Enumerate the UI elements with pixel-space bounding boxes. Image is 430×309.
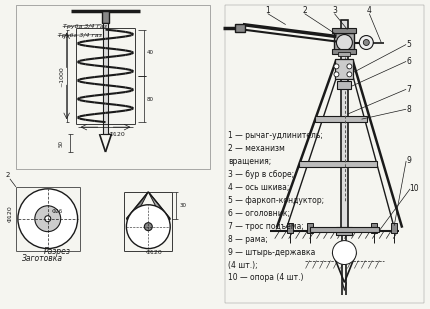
Circle shape: [334, 72, 339, 77]
Circle shape: [35, 206, 61, 232]
Circle shape: [332, 241, 356, 265]
Text: 30: 30: [179, 203, 186, 208]
Text: (4 шт.);: (4 шт.);: [228, 260, 258, 269]
Circle shape: [45, 216, 51, 222]
Circle shape: [334, 64, 339, 69]
Text: 1: 1: [265, 6, 270, 15]
Bar: [338, 61, 350, 64]
Text: 40: 40: [146, 50, 154, 55]
Text: 10: 10: [409, 184, 419, 193]
Bar: [371, 223, 377, 233]
Text: 9 — штырь-державка: 9 — штырь-державка: [228, 248, 315, 256]
Bar: [102, 23, 108, 134]
Text: 6: 6: [407, 57, 412, 66]
Text: 2: 2: [6, 172, 10, 178]
Bar: [332, 28, 356, 32]
Bar: [338, 53, 350, 57]
Bar: [16, 5, 210, 169]
Circle shape: [126, 205, 170, 248]
Text: 9: 9: [407, 156, 412, 166]
Text: 2: 2: [302, 6, 307, 15]
Text: 7: 7: [407, 85, 412, 94]
Text: Φ120: Φ120: [145, 250, 162, 255]
Text: 8 — рама;: 8 — рама;: [228, 235, 268, 243]
Text: 3: 3: [332, 6, 337, 15]
Text: 4 — ось шкива;: 4 — ось шкива;: [228, 183, 289, 192]
Bar: [335, 32, 354, 53]
Bar: [332, 49, 356, 54]
Polygon shape: [126, 192, 148, 223]
Bar: [101, 11, 110, 23]
Bar: [310, 227, 379, 232]
Text: Разрез: Разрез: [44, 247, 71, 256]
Circle shape: [359, 36, 373, 49]
Text: 2 — механизм: 2 — механизм: [228, 144, 285, 153]
Text: Труба 3/4 газ: Труба 3/4 газ: [63, 24, 107, 29]
Text: 5 — фаркоп-кондуктор;: 5 — фаркоп-кондуктор;: [228, 196, 324, 205]
Bar: [299, 161, 377, 167]
Bar: [307, 223, 313, 233]
Bar: [225, 5, 424, 303]
Circle shape: [347, 64, 352, 69]
Bar: [341, 19, 348, 231]
Bar: [335, 59, 353, 79]
Text: Φ120: Φ120: [108, 132, 125, 137]
Text: 4: 4: [367, 6, 372, 15]
Bar: [338, 70, 350, 74]
Text: 8: 8: [407, 105, 412, 114]
Text: 7 — трос подъема;: 7 — трос подъема;: [228, 222, 304, 231]
Text: Φ120: Φ120: [8, 205, 13, 222]
Text: 3 — бур в сборе;: 3 — бур в сборе;: [228, 170, 294, 179]
Text: ~1000: ~1000: [60, 66, 64, 87]
Text: Труба 3/4 газ: Труба 3/4 газ: [58, 33, 102, 38]
Text: 10 — опора (4 шт.): 10 — опора (4 шт.): [228, 273, 304, 282]
Polygon shape: [148, 192, 170, 223]
Text: вращения;: вращения;: [228, 157, 271, 166]
Text: Φ26: Φ26: [52, 209, 63, 214]
Bar: [235, 23, 245, 32]
Bar: [391, 223, 397, 233]
Text: 80: 80: [146, 96, 154, 101]
Bar: [287, 223, 293, 233]
Text: 50: 50: [58, 140, 64, 146]
Text: 5: 5: [407, 40, 412, 49]
Circle shape: [347, 72, 352, 77]
Text: 1 — рычаг-удлинитель;: 1 — рычаг-удлинитель;: [228, 131, 323, 140]
Circle shape: [336, 35, 352, 50]
Bar: [338, 81, 351, 89]
Circle shape: [18, 189, 78, 248]
Text: 6 — оголовник;: 6 — оголовник;: [228, 209, 290, 218]
Circle shape: [144, 223, 152, 231]
Bar: [336, 227, 352, 235]
Circle shape: [363, 40, 369, 45]
Text: Заготовка: Заготовка: [22, 253, 63, 263]
Bar: [315, 116, 366, 122]
